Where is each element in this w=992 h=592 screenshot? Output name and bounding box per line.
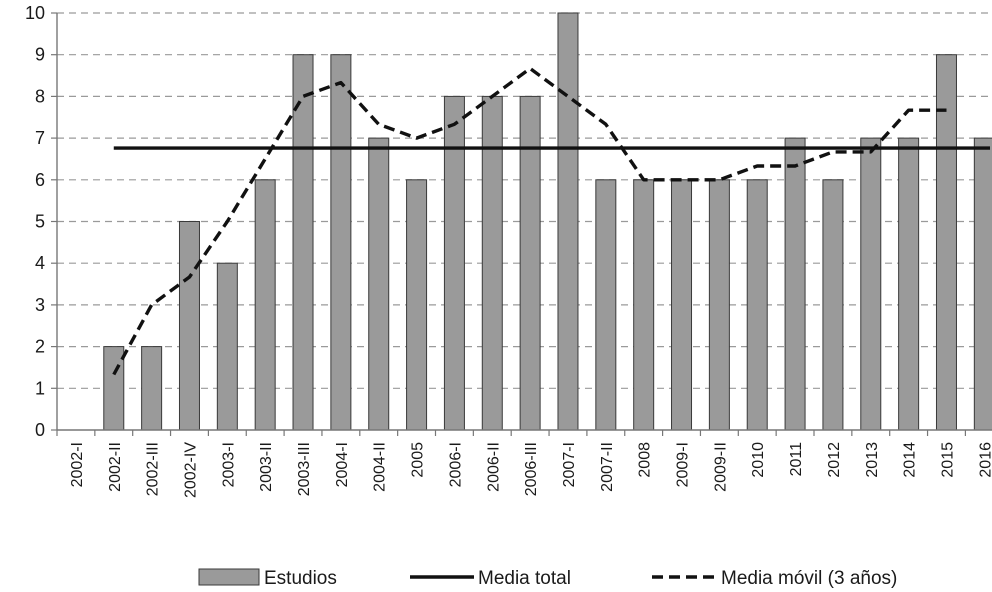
x-tick-label: 2006-I bbox=[447, 442, 464, 487]
bar bbox=[822, 179, 844, 431]
bar bbox=[254, 179, 276, 431]
bar bbox=[103, 346, 125, 431]
x-tick-label: 2005 bbox=[410, 442, 427, 478]
y-tick-label: 0 bbox=[35, 420, 45, 440]
line-series bbox=[112, 66, 990, 376]
x-tick-label: 2010 bbox=[750, 442, 767, 478]
media-movil-line bbox=[112, 66, 947, 376]
bar bbox=[216, 262, 238, 431]
x-tick-label: 2016 bbox=[977, 442, 992, 478]
y-tick-label: 9 bbox=[35, 45, 45, 65]
x-tick-label: 2008 bbox=[637, 442, 654, 478]
x-tick-label: 2011 bbox=[788, 442, 805, 477]
bar bbox=[746, 179, 768, 431]
x-tick-label: 2015 bbox=[939, 442, 956, 478]
bar bbox=[141, 346, 163, 431]
x-tick-label: 2002-I bbox=[69, 442, 86, 487]
y-tick-label: 1 bbox=[35, 378, 45, 398]
y-tick-label: 7 bbox=[35, 128, 45, 148]
x-tick-label: 2003-III bbox=[296, 442, 313, 496]
x-tick-label: 2004-I bbox=[334, 442, 351, 487]
bar bbox=[557, 12, 579, 431]
y-tick-label: 8 bbox=[35, 86, 45, 106]
x-axis-ticks: 2002-I 2002-II 2002-III 2002-IV 2003-I 2003-I… bbox=[56, 430, 992, 498]
x-tick-label: 2002-II bbox=[107, 442, 124, 492]
y-tick-label: 4 bbox=[35, 253, 45, 273]
x-tick-label: 2007-I bbox=[561, 442, 578, 487]
bar-series bbox=[103, 12, 992, 431]
x-tick-label: 2006-III bbox=[523, 442, 540, 496]
bar bbox=[898, 137, 920, 431]
x-tick-label: 2003-I bbox=[220, 442, 237, 487]
bar bbox=[973, 137, 992, 431]
y-tick-label: 10 bbox=[25, 3, 45, 23]
x-tick-label: 2012 bbox=[826, 442, 843, 478]
bar bbox=[784, 137, 806, 431]
x-tick-label: 2002-IV bbox=[182, 442, 199, 498]
bar bbox=[708, 179, 730, 431]
bar bbox=[671, 179, 693, 431]
y-tick-label: 5 bbox=[35, 212, 45, 232]
x-tick-label: 2009-II bbox=[712, 442, 729, 492]
bar bbox=[178, 221, 200, 431]
y-axis-ticks: 0 1 2 3 4 5 6 7 8 9 10 bbox=[25, 3, 57, 440]
x-tick-label: 2014 bbox=[902, 442, 919, 478]
legend: Estudios Media total Media móvil (3 años) bbox=[198, 568, 897, 589]
x-tick-label: 2007-II bbox=[599, 442, 616, 492]
bar bbox=[860, 137, 882, 431]
bar bbox=[595, 179, 617, 431]
y-tick-label: 2 bbox=[35, 337, 45, 357]
legend-label-media-movil: Media móvil (3 años) bbox=[721, 568, 897, 589]
bar bbox=[368, 137, 390, 431]
bar bbox=[633, 179, 655, 431]
axes bbox=[56, 13, 992, 431]
x-tick-label: 2013 bbox=[864, 442, 881, 478]
x-tick-label: 2003-II bbox=[258, 442, 275, 492]
x-tick-label: 2006-II bbox=[485, 442, 502, 492]
x-tick-label: 2002-III bbox=[145, 442, 162, 496]
y-tick-label: 3 bbox=[35, 295, 45, 315]
x-tick-label: 2004-II bbox=[372, 442, 389, 492]
bar bbox=[406, 179, 428, 431]
legend-swatch-estudios bbox=[198, 568, 260, 586]
bar bbox=[330, 54, 352, 431]
legend-label-estudios: Estudios bbox=[264, 568, 337, 589]
x-tick-label: 2009-I bbox=[675, 442, 692, 487]
y-tick-label: 6 bbox=[35, 170, 45, 190]
legend-label-media-total: Media total bbox=[478, 568, 571, 589]
